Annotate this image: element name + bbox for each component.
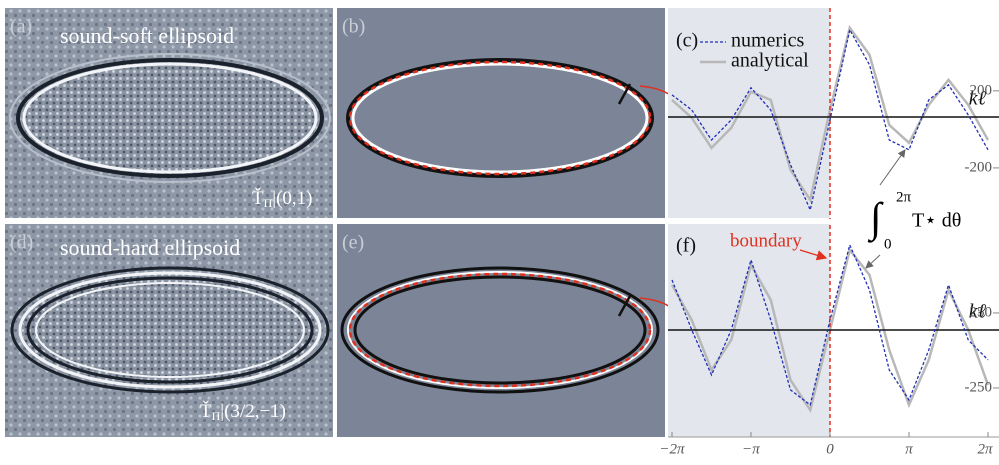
y-tick-label: 200 [970,82,993,98]
panel-label: (d) [10,232,33,254]
panel-b: (b) [337,8,680,218]
integral-sign: ∫ [867,196,884,244]
operator-symbol: Ť [200,400,212,422]
y-tick-label: -250 [965,379,993,395]
x-tick-label: π [905,441,913,457]
x-tick-label: 0 [826,441,834,457]
panel-title: sound-hard ellipsoid [60,235,240,260]
row-gap [0,219,999,223]
x-tick-label: −π [742,441,760,457]
panel-label: (c) [676,30,698,52]
field-image [337,224,665,437]
integral-lower: 0 [884,236,892,252]
arrow [866,255,880,268]
panel-label: (a) [10,16,32,38]
figure: (a) sound-soft ellipsoid ŤΠ|(0,1) (b) (d… [0,0,999,460]
x-tick-label: 2π [977,441,993,457]
panel-d: (d) sound-hard ellipsoid ŤΠ|(3/2,−1) [5,224,333,437]
operator: ŤΠ|(0,1) [252,187,313,209]
field-image [337,8,665,218]
panel-label: (b) [342,16,365,38]
y-tick-label: -200 [965,159,993,175]
arrow [880,150,905,185]
panel-e: (e) [337,224,680,437]
x-tick-label: −2π [659,441,685,457]
integral-body: T⋆ dθ [912,210,961,232]
ellipse-interior [22,274,318,386]
panel-title: sound-soft ellipsoid [60,23,234,48]
legend-label: numerics [731,30,805,52]
operator-symbol: Ť [252,187,264,209]
legend-label: analytical [731,50,809,72]
operator-eval: |(3/2,−1) [220,401,286,422]
page: {"panels": { "a": {"label": "(a)", "titl… [0,0,999,460]
annotation: boundary [730,230,802,251]
operator-subscript: Π [264,196,273,210]
integral-upper: 2π [896,189,912,205]
panel-label: (f) [676,235,696,257]
y-tick-label: 250 [970,304,993,320]
operator-eval: |(0,1) [272,188,312,209]
operator-subscript: Π [212,409,221,423]
panel-a: (a) sound-soft ellipsoid ŤΠ|(0,1) [5,8,333,218]
panel-label: (e) [342,232,364,254]
